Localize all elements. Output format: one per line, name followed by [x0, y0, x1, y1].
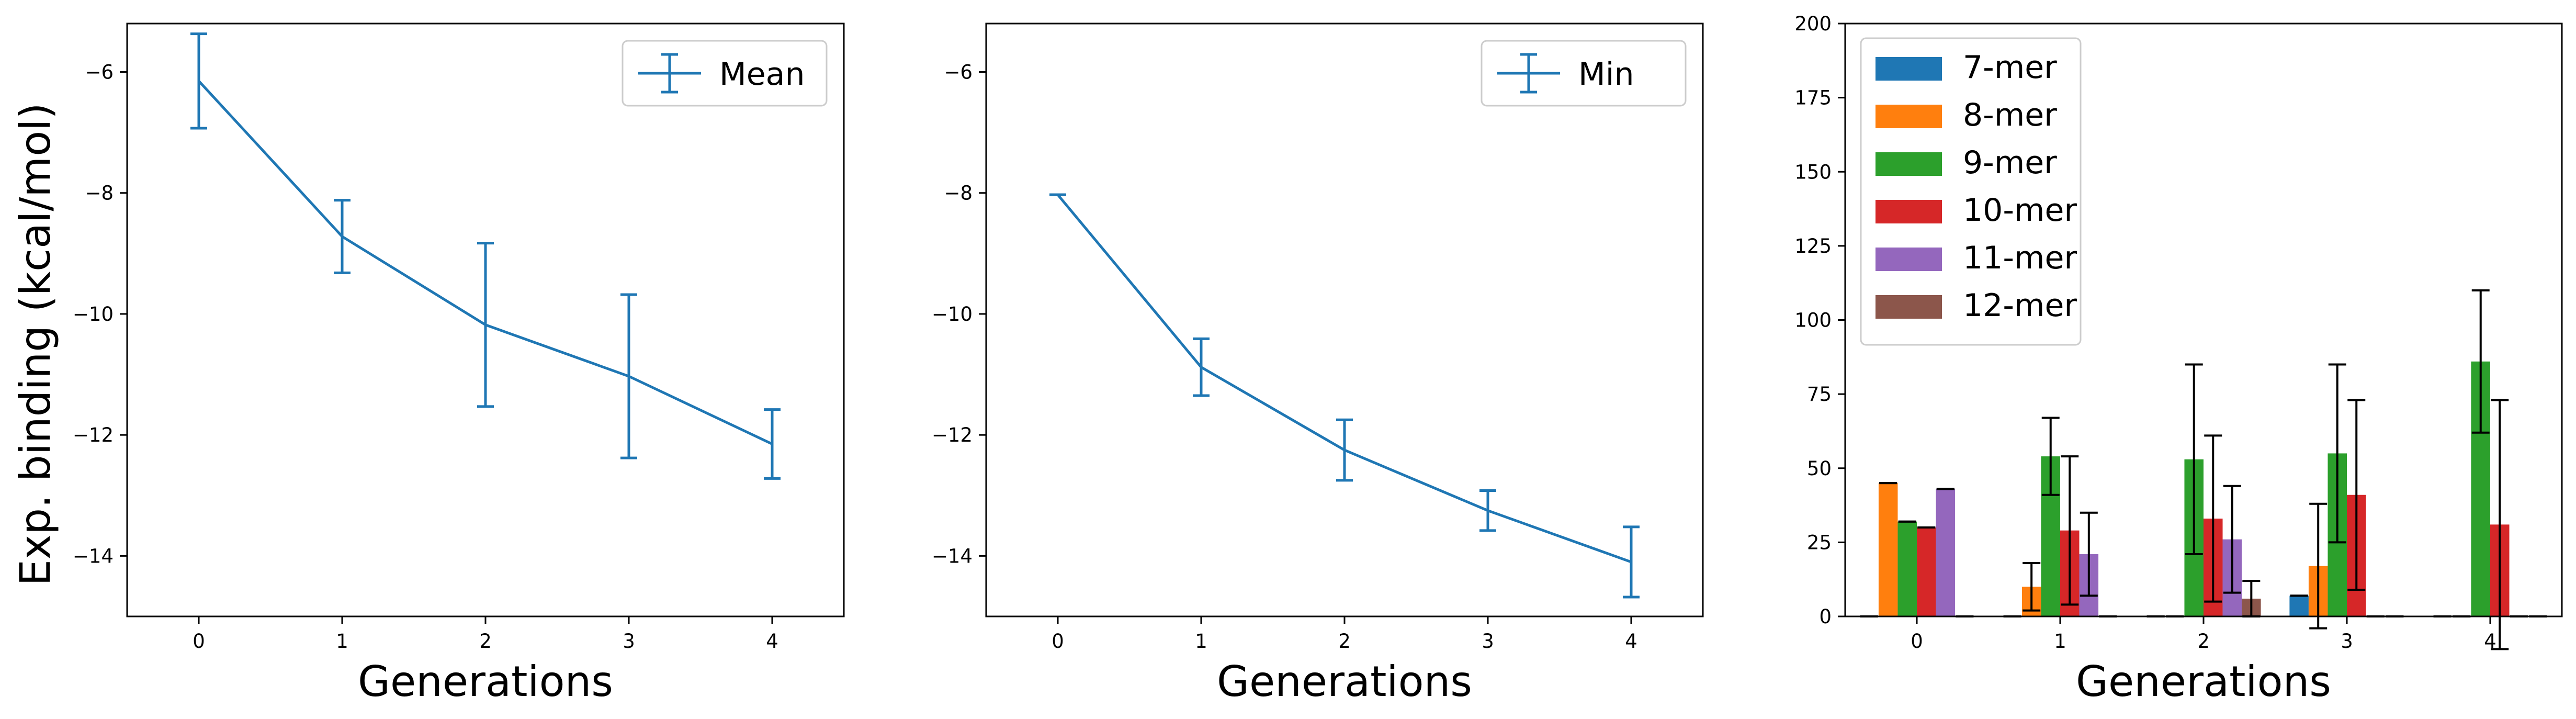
y-tick-label: 50 [1807, 457, 1832, 480]
legend-label: Mean [719, 56, 805, 93]
bar [2289, 596, 2309, 616]
legend-label: 8-mer [1963, 97, 2057, 133]
y-tick-label: −12 [73, 424, 114, 446]
x-tick-label: 2 [1338, 630, 1351, 653]
y-tick-label: 200 [1794, 13, 1832, 35]
legend-label: 11-mer [1963, 240, 2077, 276]
y-tick-label: 150 [1794, 161, 1832, 183]
y-tick-label: −8 [85, 182, 114, 205]
x-tick-label: 0 [193, 630, 205, 653]
x-tick-label: 4 [766, 630, 778, 653]
x-axis-label: Generations [2076, 657, 2331, 706]
legend-swatch [1875, 105, 1942, 128]
y-tick-label: −10 [932, 303, 973, 325]
axes-frame [1844, 23, 2563, 617]
y-tick-label: 125 [1794, 235, 1832, 257]
legend-label: 9-mer [1963, 144, 2057, 181]
y-tick-label: 175 [1794, 87, 1832, 109]
x-tick-label: 2 [479, 630, 492, 653]
y-tick-label: −14 [932, 545, 973, 567]
x-tick-label: 0 [1911, 630, 1923, 653]
x-tick-label: 1 [1195, 630, 1207, 653]
mean-binding-chart: 0 1 2 3 4 −14 −12 −10 −8 −6 Generations Mean [73, 23, 845, 706]
shared-y-axis-label: Exp. binding (kcal/mol) [11, 103, 60, 586]
kmer-count-bar-chart: 0 1 2 3 4 0 25 50 75 100 125 150 175 200 Generations 7-… [1794, 13, 2563, 706]
legend-box [622, 40, 828, 107]
legend-swatch [1875, 295, 1942, 319]
x-tick-label: 0 [1052, 630, 1064, 653]
x-tick-label: 4 [2484, 630, 2496, 653]
x-tick-label: 4 [1625, 630, 1637, 653]
x-tick-label: 3 [2341, 630, 2353, 653]
legend-label: 7-mer [1963, 49, 2057, 86]
y-tick-label: 100 [1794, 309, 1832, 332]
x-tick-label: 3 [623, 630, 635, 653]
y-tick-label: 75 [1807, 383, 1832, 406]
y-tick-label: −6 [944, 61, 973, 83]
legend-swatch [1875, 200, 1942, 223]
legend-swatch [1875, 57, 1942, 81]
x-tick-label: 1 [336, 630, 348, 653]
axes-frame [985, 23, 1704, 617]
y-tick-label: −12 [932, 424, 973, 446]
legend-box [1481, 40, 1687, 107]
bar [1917, 527, 1936, 616]
y-tick-label: −10 [73, 303, 114, 325]
y-tick-label: 25 [1807, 531, 1832, 554]
y-tick-label: −6 [85, 61, 114, 83]
x-tick-label: 3 [1482, 630, 1494, 653]
legend-label: 12-mer [1963, 287, 2077, 324]
legend-label: 10-mer [1963, 192, 2077, 229]
y-tick-label: −14 [73, 545, 114, 567]
bar [1936, 489, 1956, 616]
axes-frame [126, 23, 845, 617]
legend-swatch [1875, 248, 1942, 271]
min-binding-chart: 0 1 2 3 4 −14 −12 −10 −8 −6 Generations Min [932, 23, 1704, 706]
x-tick-label: 1 [2054, 630, 2066, 653]
bar [1878, 483, 1898, 616]
series-line [1057, 194, 1632, 564]
x-tick-label: 2 [2197, 630, 2210, 653]
bar [1897, 521, 1917, 616]
y-tick-label: −8 [944, 182, 973, 205]
x-axis-label: Generations [358, 657, 613, 706]
x-axis-label: Generations [1217, 657, 1472, 706]
y-tick-label: 0 [1819, 605, 1832, 628]
legend-label: Min [1578, 56, 1634, 93]
legend-swatch [1875, 152, 1942, 176]
